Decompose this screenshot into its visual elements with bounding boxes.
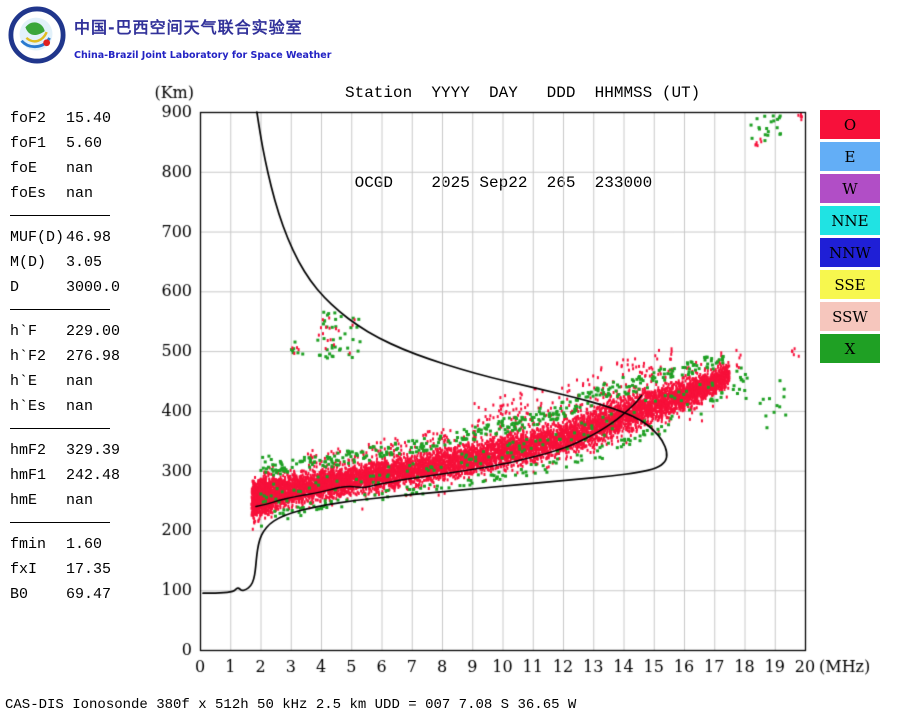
parameter-value: 329.39 (66, 442, 121, 459)
parameter-label: h`Es (10, 398, 47, 415)
parameter-label: h`F2 (10, 348, 47, 365)
parameter-row: h`E nan (10, 369, 110, 394)
lab-logo-block: 中国-巴西空间天气联合实验室 China-Brazil Joint Labora… (8, 6, 331, 64)
parameter-value: 15.40 (66, 110, 112, 127)
parameter-row: hmF1 242.48 (10, 463, 120, 488)
legend-item-label: SSW (832, 307, 868, 326)
parameter-label: foF2 (10, 110, 47, 127)
legend-item-label: O (843, 115, 857, 134)
parameter-group: MUF(D) 46.98 M(D) 3.05 D 3000.0 (10, 225, 120, 310)
parameter-row: B0 69.47 (10, 582, 112, 607)
parameter-label: hmF2 (10, 442, 47, 459)
parameter-label: fmin (10, 536, 47, 553)
parameter-label: D (10, 279, 20, 296)
parameter-value: 1.60 (66, 536, 103, 553)
lab-logo-icon (8, 6, 66, 64)
legend-item-nne: NNE (820, 206, 880, 235)
parameter-value: nan (66, 185, 94, 202)
parameter-value: 5.60 (66, 135, 103, 152)
parameter-value: 3.05 (66, 254, 103, 271)
parameter-row: h`F2 276.98 (10, 344, 120, 369)
parameter-label: B0 (10, 586, 29, 603)
parameter-row: h`F 229.00 (10, 319, 120, 344)
lab-title-cn: 中国-巴西空间天气联合实验室 (74, 18, 303, 37)
parameter-label: h`F (10, 323, 38, 340)
parameter-value: 3000.0 (66, 279, 121, 296)
parameter-value: 229.00 (66, 323, 121, 340)
parameter-label: foF1 (10, 135, 47, 152)
legend-item-e: E (820, 142, 880, 171)
legend-item-w: W (820, 174, 880, 203)
parameter-group: foF2 15.40 foF1 5.60 foE nan foEs nan (10, 106, 112, 216)
parameter-label: fxI (10, 561, 38, 578)
parameter-row: D 3000.0 (10, 275, 120, 300)
legend-item-label: X (844, 339, 856, 358)
ionogram-chart (140, 78, 900, 690)
legend-item-ssw: SSW (820, 302, 880, 331)
lab-titles: 中国-巴西空间天气联合实验室 China-Brazil Joint Labora… (74, 6, 331, 61)
parameter-value: nan (66, 398, 94, 415)
parameter-value: 276.98 (66, 348, 121, 365)
parameter-row: fmin 1.60 (10, 532, 110, 557)
parameter-label: hmE (10, 492, 38, 509)
parameter-value: nan (66, 492, 94, 509)
parameter-value: 17.35 (66, 561, 112, 578)
parameter-label: foEs (10, 185, 47, 202)
parameter-label: foE (10, 160, 38, 177)
parameter-group: hmF2 329.39 hmF1 242.48 hmE nan (10, 438, 120, 523)
ionogram-canvas (140, 78, 900, 690)
parameter-value: 242.48 (66, 467, 121, 484)
parameter-row: foEs nan (10, 181, 110, 206)
legend-item-x: X (820, 334, 880, 363)
echo-type-legend: O E W NNE NNW SSE SSW X (820, 110, 880, 366)
parameter-panel: foF2 15.40 foF1 5.60 foE nan foEs nan MUF(D) 46.9… (10, 106, 120, 625)
parameter-row: hmF2 329.39 (10, 438, 120, 463)
parameter-row: h`Es nan (10, 394, 110, 419)
parameter-row: foF2 15.40 (10, 106, 112, 131)
parameter-label: h`E (10, 373, 38, 390)
status-line: CAS-DIS Ionosonde 380f x 512h 50 kHz 2.5… (5, 697, 577, 713)
legend-item-label: NNE (831, 211, 869, 230)
parameter-row: M(D) 3.05 (10, 250, 110, 275)
parameter-value: 69.47 (66, 586, 112, 603)
legend-item-label: NNW (829, 243, 871, 262)
legend-item-label: SSE (834, 275, 866, 294)
legend-item-sse: SSE (820, 270, 880, 299)
legend-item-label: W (842, 179, 858, 198)
legend-item-label: E (844, 147, 856, 166)
legend-item-nnw: NNW (820, 238, 880, 267)
parameter-group: fmin 1.60 fxI 17.35 B0 69.47 (10, 532, 112, 616)
parameter-value: nan (66, 160, 94, 177)
parameter-row: foF1 5.60 (10, 131, 110, 156)
legend-item-o: O (820, 110, 880, 139)
parameter-label: M(D) (10, 254, 47, 271)
parameter-row: foE nan (10, 156, 110, 181)
parameter-row: MUF(D) 46.98 (10, 225, 112, 250)
parameter-value: 46.98 (66, 229, 112, 246)
parameter-row: hmE nan (10, 488, 110, 513)
parameter-label: MUF(D) (10, 229, 65, 246)
lab-title-en: China-Brazil Joint Laboratory for Space … (74, 50, 332, 61)
parameter-value: nan (66, 373, 94, 390)
parameter-group: h`F 229.00 h`F2 276.98 h`E nan h`Es nan (10, 319, 120, 429)
parameter-row: fxI 17.35 (10, 557, 112, 582)
parameter-label: hmF1 (10, 467, 47, 484)
